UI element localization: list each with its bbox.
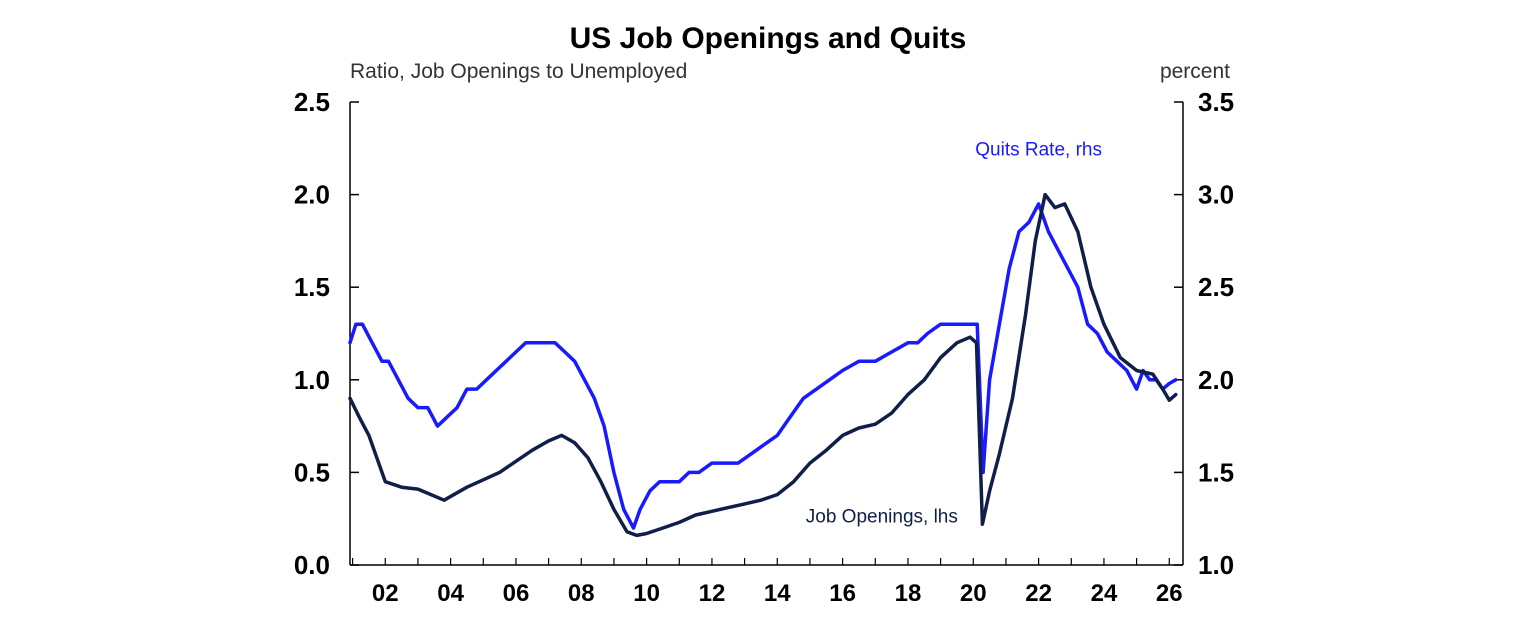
x-tick-label: 12	[699, 580, 726, 607]
right-tick-label: 2.5	[1198, 272, 1234, 302]
x-tick-label: 16	[829, 580, 856, 607]
left-tick-label: 0.0	[294, 550, 330, 580]
left-tick-label: 0.5	[294, 457, 330, 487]
left-tick-label: 2.5	[294, 87, 330, 117]
series-annotations: Quits Rate, rhs Job Openings, lhs	[806, 140, 1102, 528]
x-tick-label: 10	[633, 580, 660, 607]
left-tick-label: 1.5	[294, 272, 330, 302]
quits-rate-line	[348, 202, 1178, 530]
right-axis-label: percent	[1160, 60, 1230, 83]
x-axis-ticks: 02 04 06 08 10 12 14 16 18 20 22 24 26	[352, 558, 1183, 607]
left-tick-label: 2.0	[294, 180, 330, 210]
plot-axes	[349, 102, 1184, 566]
x-tick-label: 22	[1025, 580, 1052, 607]
series-lines	[348, 192, 1178, 538]
x-tick-label: 08	[568, 580, 595, 607]
right-tick-label: 3.5	[1198, 87, 1234, 117]
job-openings-label: Job Openings, lhs	[806, 506, 958, 527]
x-tick-label: 26	[1156, 580, 1183, 607]
x-tick-label: 06	[503, 580, 530, 607]
x-tick-label: 04	[437, 580, 464, 607]
x-tick-label: 14	[764, 580, 791, 607]
chart-title: US Job Openings and Quits	[570, 22, 967, 55]
x-tick-label: 24	[1091, 580, 1118, 607]
quits-rate-label: Quits Rate, rhs	[975, 140, 1102, 161]
right-axis-ticks: 1.0 1.5 2.0 2.5 3.0 3.5	[1174, 87, 1234, 580]
right-tick-label: 1.5	[1198, 457, 1234, 487]
x-tick-label: 20	[960, 580, 987, 607]
right-tick-label: 1.0	[1198, 550, 1234, 580]
left-axis-ticks: 0.0 0.5 1.0 1.5 2.0 2.5	[294, 87, 359, 580]
right-tick-label: 2.0	[1198, 365, 1234, 395]
x-tick-label: 02	[372, 580, 399, 607]
x-tick-label: 18	[895, 580, 922, 607]
job-openings-line	[348, 192, 1178, 538]
left-axis-label: Ratio, Job Openings to Unemployed	[350, 60, 687, 83]
right-tick-label: 3.0	[1198, 180, 1234, 210]
left-tick-label: 1.0	[294, 365, 330, 395]
